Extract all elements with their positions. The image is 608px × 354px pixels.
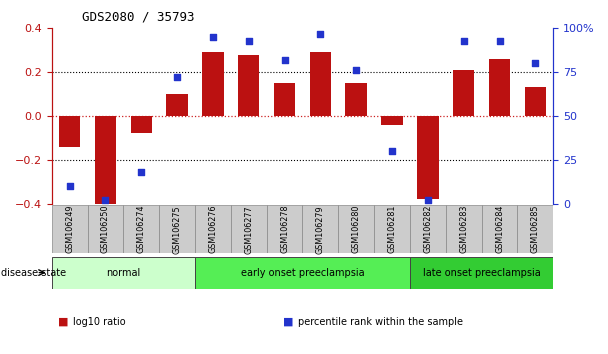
Point [531,61,541,66]
Bar [309,52,331,116]
Text: GSM106279: GSM106279 [316,205,325,253]
Text: GDS2080 / 35793: GDS2080 / 35793 [82,11,195,24]
Bar [195,257,410,289]
Text: GSM106278: GSM106278 [280,205,289,253]
Point [100,197,110,203]
Point [495,38,505,44]
Text: GSM106280: GSM106280 [351,205,361,253]
Bar [95,116,116,204]
Text: GSM106250: GSM106250 [101,205,110,253]
Bar [88,205,123,253]
Bar [338,205,374,253]
Bar [274,83,295,116]
Bar [131,116,152,133]
Text: GSM106283: GSM106283 [459,205,468,253]
Bar [525,87,546,116]
Bar [267,205,302,253]
Text: GSM106285: GSM106285 [531,205,540,253]
Text: GSM106274: GSM106274 [137,205,146,253]
Text: GSM106276: GSM106276 [209,205,218,253]
Text: GSM106282: GSM106282 [423,205,432,253]
Text: early onset preeclampsia: early onset preeclampsia [241,268,364,278]
Text: GSM106277: GSM106277 [244,205,254,253]
Bar [59,116,80,147]
Bar [231,205,267,253]
Text: normal: normal [106,268,140,278]
Point [64,183,74,189]
Text: GSM106249: GSM106249 [65,205,74,253]
Bar [381,116,402,125]
Bar [410,205,446,253]
Bar [302,205,338,253]
Bar [52,257,195,289]
Text: GSM106281: GSM106281 [387,205,396,253]
Bar [517,205,553,253]
Bar [453,70,474,116]
Point [280,57,289,63]
Text: disease state: disease state [1,268,66,278]
Bar [167,94,188,116]
Text: GSM106284: GSM106284 [495,205,504,253]
Bar [345,83,367,116]
Text: percentile rank within the sample: percentile rank within the sample [298,317,463,327]
Text: ■: ■ [283,317,293,327]
Point [459,38,469,44]
Bar [195,205,231,253]
Bar [410,257,553,289]
Bar [489,59,510,116]
Bar [52,205,88,253]
Bar [482,205,517,253]
Text: ■: ■ [58,317,68,327]
Bar [446,205,482,253]
Bar [123,205,159,253]
Bar [417,116,438,199]
Point [172,75,182,80]
Bar [374,205,410,253]
Text: log10 ratio: log10 ratio [73,317,126,327]
Text: late onset preeclampsia: late onset preeclampsia [423,268,541,278]
Point [387,148,397,154]
Point [244,38,254,44]
Point [423,197,433,203]
Text: GSM106275: GSM106275 [173,205,182,253]
Point [208,34,218,40]
Bar [202,52,224,116]
Bar [238,55,260,116]
Bar [159,205,195,253]
Point [136,169,146,175]
Point [351,68,361,73]
Point [316,31,325,36]
